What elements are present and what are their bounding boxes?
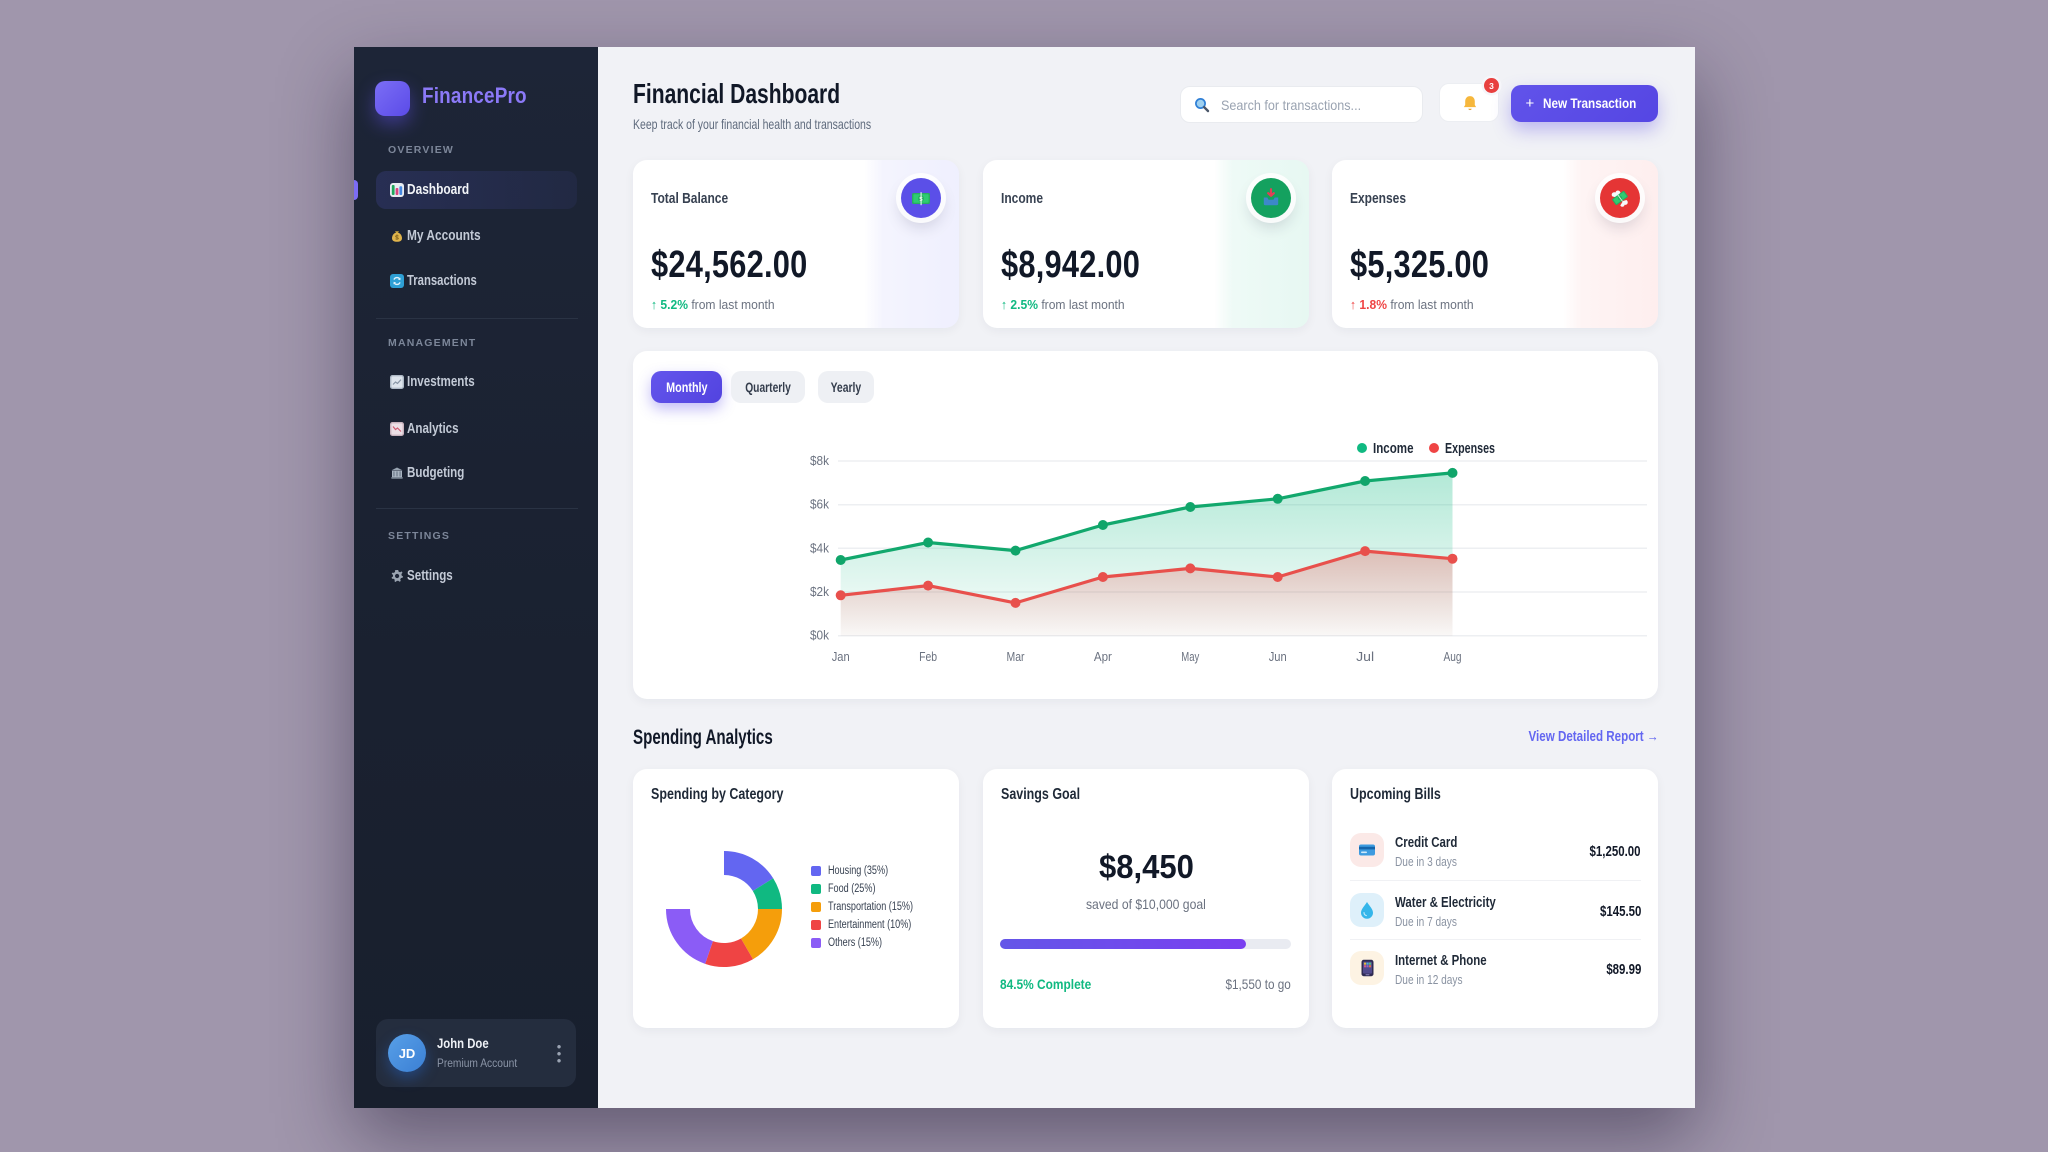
svg-text:Expenses: Expenses (1445, 441, 1495, 457)
svg-text:May: May (1181, 649, 1199, 664)
svg-text:Jun: Jun (1269, 649, 1287, 664)
svg-text:Apr: Apr (1094, 649, 1113, 664)
svg-text:$8k: $8k (810, 454, 830, 468)
svg-text:$6k: $6k (810, 498, 830, 512)
svg-text:Income: Income (1373, 441, 1414, 457)
svg-text:$4k: $4k (810, 541, 830, 555)
svg-text:Jan: Jan (832, 649, 850, 664)
svg-text:$0k: $0k (810, 629, 830, 643)
svg-text:Aug: Aug (1444, 649, 1462, 664)
svg-text:Jul: Jul (1356, 649, 1374, 664)
svg-text:$2k: $2k (810, 585, 830, 599)
svg-text:Mar: Mar (1007, 649, 1026, 664)
svg-text:Feb: Feb (919, 649, 937, 664)
